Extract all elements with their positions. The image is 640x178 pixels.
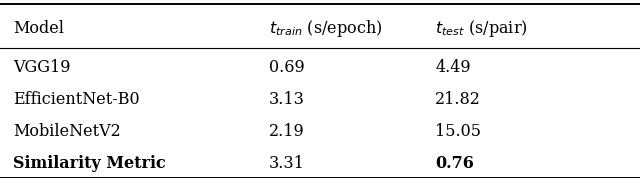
Text: 15.05: 15.05 — [435, 123, 481, 140]
Text: 3.13: 3.13 — [269, 91, 305, 108]
Text: 3.31: 3.31 — [269, 155, 305, 172]
Text: 21.82: 21.82 — [435, 91, 481, 108]
Text: $t_{test}$ (s/pair): $t_{test}$ (s/pair) — [435, 18, 528, 39]
Text: Model: Model — [13, 20, 64, 37]
Text: VGG19: VGG19 — [13, 59, 70, 76]
Text: 4.49: 4.49 — [435, 59, 471, 76]
Text: 2.19: 2.19 — [269, 123, 305, 140]
Text: Similarity Metric: Similarity Metric — [13, 155, 166, 172]
Text: 0.76: 0.76 — [435, 155, 474, 172]
Text: EfficientNet-B0: EfficientNet-B0 — [13, 91, 140, 108]
Text: MobileNetV2: MobileNetV2 — [13, 123, 120, 140]
Text: 0.69: 0.69 — [269, 59, 305, 76]
Text: $t_{train}$ (s/epoch): $t_{train}$ (s/epoch) — [269, 18, 382, 39]
